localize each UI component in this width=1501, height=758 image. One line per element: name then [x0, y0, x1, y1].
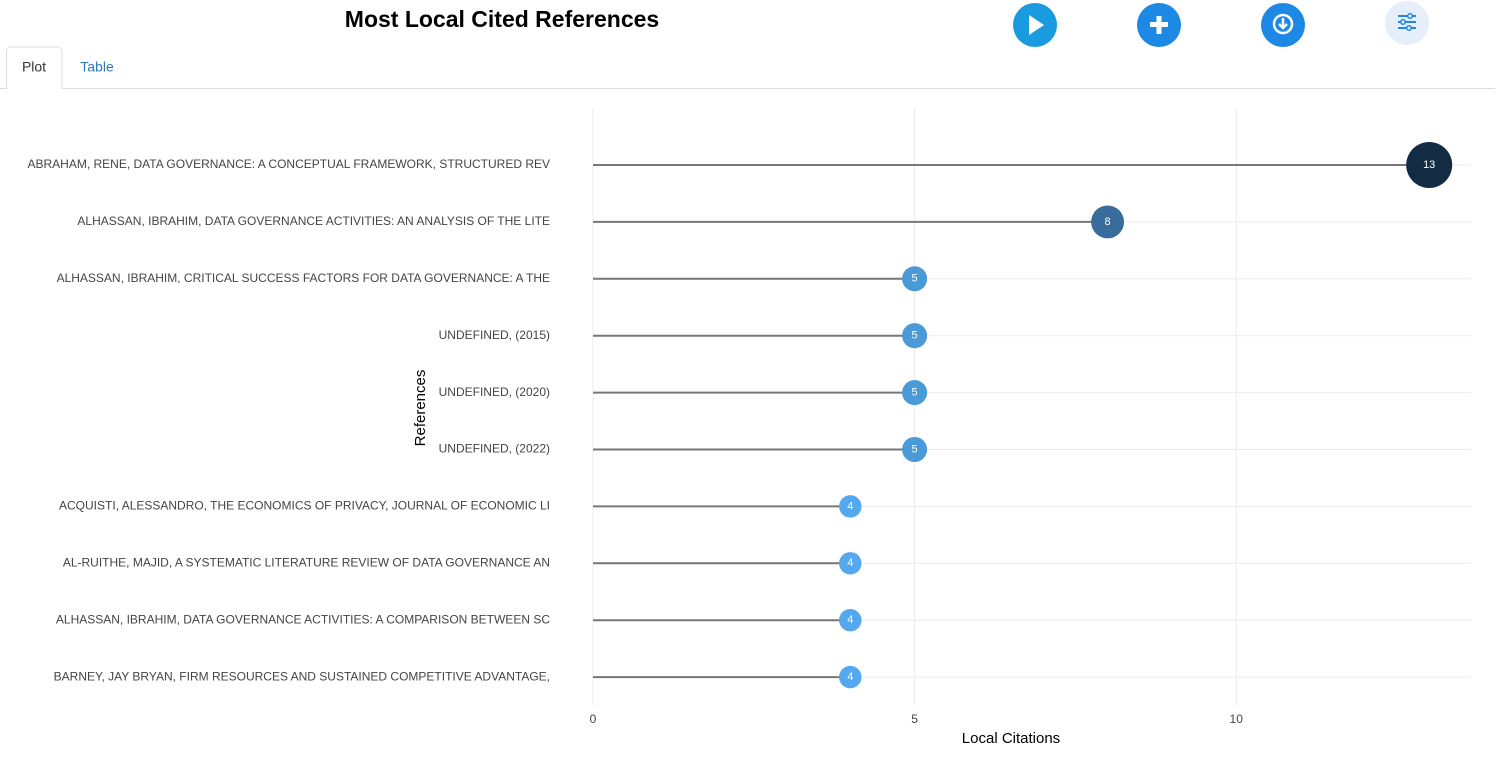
- dot: [1406, 142, 1453, 188]
- y-tick-label: ALHASSAN, IBRAHIM, DATA GOVERNANCE ACTIV…: [77, 214, 550, 228]
- dot: [839, 608, 862, 632]
- y-tick-label: ALHASSAN, IBRAHIM, DATA GOVERNANCE ACTIV…: [56, 612, 550, 626]
- dot: [902, 436, 928, 463]
- data-label: 5: [912, 387, 918, 399]
- x-axis-title: Local Citations: [962, 730, 1060, 747]
- data-label: 4: [847, 614, 853, 626]
- y-tick-label: UNDEFINED, (2022): [439, 442, 550, 456]
- y-tick-label: BARNEY, JAY BRYAN, FIRM RESOURCES AND SU…: [54, 669, 550, 683]
- y-tick-label: UNDEFINED, (2020): [439, 385, 550, 399]
- y-tick-label: ABRAHAM, RENE, DATA GOVERNANCE: A CONCEP…: [27, 157, 550, 171]
- y-tick-label: UNDEFINED, (2015): [439, 328, 550, 342]
- data-label: 8: [1105, 216, 1111, 228]
- tab-active[interactable]: [6, 46, 63, 89]
- dot: [902, 380, 928, 406]
- settings-button[interactable]: [1385, 1, 1429, 45]
- x-tick-label: 5: [911, 712, 918, 726]
- data-label: 13: [1423, 159, 1435, 171]
- data-label: 5: [912, 273, 918, 285]
- data-label: 5: [912, 330, 918, 342]
- x-tick-label: 0: [590, 712, 597, 726]
- tab[interactable]: Plot: [22, 59, 46, 75]
- dot: [839, 495, 862, 518]
- x-tick-label: 10: [1230, 712, 1244, 726]
- dot: [902, 323, 928, 349]
- dot: [839, 552, 862, 575]
- play-button[interactable]: [1013, 3, 1057, 47]
- data-label: 4: [847, 557, 853, 569]
- data-label: 4: [847, 671, 853, 683]
- download-button[interactable]: [1261, 3, 1305, 47]
- y-tick-label: AL-RUITHE, MAJID, A SYSTEMATIC LITERATUR…: [63, 555, 550, 569]
- dot: [1091, 205, 1125, 239]
- y-axis-title: References: [412, 370, 429, 447]
- y-tick-label: ACQUISTI, ALESSANDRO, THE ECONOMICS OF P…: [59, 499, 550, 513]
- add-button[interactable]: [1137, 3, 1181, 47]
- page-title: Most Local Cited References: [345, 6, 659, 32]
- tab[interactable]: Table: [80, 59, 114, 75]
- data-label: 4: [847, 500, 853, 512]
- dot: [902, 266, 928, 292]
- dot: [839, 665, 862, 689]
- data-label: 5: [912, 443, 918, 455]
- y-tick-label: ALHASSAN, IBRAHIM, CRITICAL SUCCESS FACT…: [57, 271, 550, 285]
